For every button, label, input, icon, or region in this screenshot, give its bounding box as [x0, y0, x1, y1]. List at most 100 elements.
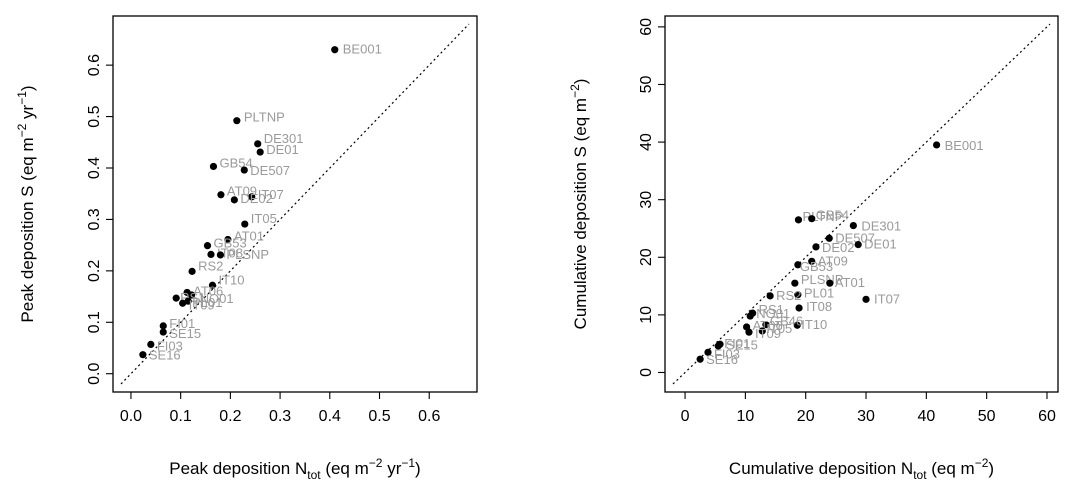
point-label-se15: SE15 [169, 326, 201, 341]
point-label-se16: SE16 [149, 348, 181, 363]
y-tick-label: 30 [638, 191, 655, 209]
point-label-fi03: FI03 [157, 338, 183, 353]
point-label-gb53: GB53 [800, 259, 833, 274]
point-label-de507: DE507 [250, 163, 290, 178]
data-point-de02 [812, 243, 820, 251]
point-label-de02: DE02 [822, 240, 855, 255]
data-point-se16 [139, 351, 147, 359]
point-label-at01: AT01 [234, 228, 264, 243]
point-label-gb46: GB46 [770, 314, 803, 329]
y-axis-label: Cumulative deposition S (eq m−2) [568, 79, 590, 330]
data-point-no01 [187, 291, 196, 299]
point-label-pl01: PL01 [192, 295, 222, 310]
data-point-plsnp [791, 279, 799, 287]
point-label-rs2: RS2 [198, 258, 223, 273]
data-point-gb53 [794, 261, 802, 269]
point-label-it07: IT07 [258, 187, 284, 202]
data-point-it08 [207, 250, 215, 258]
point-label-it10: IT10 [801, 317, 827, 332]
reference-line-1-to-1 [672, 23, 1051, 385]
point-label-rs2: RS2 [776, 288, 801, 303]
data-point-fi01 [159, 322, 167, 330]
data-point-de02 [230, 196, 238, 204]
point-label-de01: DE01 [266, 142, 299, 157]
data-point-be001 [932, 141, 941, 149]
data-point-plsnp [216, 251, 225, 259]
x-tick-label: 0 [681, 408, 690, 425]
y-tick-label: 10 [638, 306, 655, 324]
point-label-de02: DE02 [240, 191, 273, 206]
y-tick-label: 60 [638, 18, 655, 36]
data-point-se16 [696, 355, 704, 363]
data-point-it07 [862, 295, 870, 303]
point-label-de301: DE301 [861, 219, 901, 234]
x-tick-label: 0.2 [219, 408, 241, 425]
point-label-at06: AT06 [193, 283, 223, 298]
data-point-at01 [224, 235, 232, 244]
point-label-it09: IT09 [189, 297, 215, 312]
data-point-se15 [159, 328, 167, 336]
point-label-it10: IT10 [218, 272, 244, 287]
point-label-de01: DE01 [864, 237, 897, 252]
data-point-gb54 [209, 162, 218, 171]
data-point-gb53 [203, 242, 212, 250]
data-point-no01 [746, 312, 754, 320]
data-point-it09 [745, 328, 753, 336]
data-point-rs2 [766, 292, 774, 300]
x-tick-label: 0.3 [269, 408, 291, 425]
y-tick-label: 0.1 [86, 311, 103, 333]
point-label-fi01: FI01 [169, 316, 195, 331]
data-point-at09 [808, 257, 816, 265]
x-tick-label: 0.5 [368, 408, 390, 425]
data-point-de01 [256, 148, 264, 156]
x-tick-label: 20 [797, 408, 815, 425]
y-tick-label: 0 [638, 368, 655, 377]
data-point-de507 [825, 234, 833, 242]
point-label-it09: IT09 [755, 326, 781, 341]
x-tick-label: 40 [917, 408, 935, 425]
data-point-it08 [795, 304, 803, 312]
point-label-be001: BE001 [945, 138, 984, 153]
plot-frame [112, 15, 478, 393]
data-point-pl01 [794, 291, 802, 299]
data-point-it10 [208, 281, 217, 289]
point-label-no01: NO01 [756, 306, 790, 321]
x-axis-label: Cumulative deposition Ntot (eq m−2) [729, 456, 994, 482]
data-point-at01 [826, 279, 834, 287]
x-tick-label: 60 [1038, 408, 1056, 425]
data-point-gb46 [762, 321, 770, 329]
x-tick-label: 0.4 [319, 408, 341, 425]
point-label-it08: IT08 [806, 299, 832, 314]
point-label-se16: SE16 [706, 352, 738, 367]
data-point-at09 [217, 191, 225, 199]
point-label-be001: BE001 [343, 42, 382, 57]
point-label-gb53: GB53 [214, 236, 247, 251]
data-point-it05 [241, 220, 249, 228]
x-tick-label: 10 [736, 408, 754, 425]
point-label-at01: AT01 [835, 275, 865, 290]
point-label-gb54: GB54 [219, 155, 252, 170]
data-point-gb54 [808, 215, 816, 223]
point-label-plsnp: PLSNP [226, 247, 269, 262]
point-label-fi01: FI01 [724, 336, 750, 351]
point-label-se15: SE15 [726, 337, 758, 352]
x-tick-label: 50 [978, 408, 996, 425]
chart-panel-2: 0 10 20 30 40 50 60 0 10 20 30 40 50 60 Cumulative dep… [568, 15, 1059, 482]
data-point-be001 [331, 46, 339, 54]
data-point-de301 [254, 140, 262, 148]
data-point-pl01 [184, 297, 192, 305]
plot-frame [664, 15, 1059, 393]
point-label-it07: IT07 [874, 291, 900, 306]
point-label-rs1: RS1 [759, 302, 784, 317]
y-tick-label: 0.4 [86, 157, 103, 179]
point-label-pltnp: PLTNP [244, 110, 285, 125]
y-tick-label: 0.6 [86, 54, 103, 76]
data-point-de01 [854, 241, 862, 249]
y-tick-label: 50 [638, 75, 655, 93]
y-tick-label: 0.5 [86, 105, 103, 127]
data-point-rs2 [188, 267, 196, 275]
reference-line-1-to-1 [120, 23, 470, 385]
chart-panel-1: 0.0 0.1 0.2 0.3 0.4 0.5 0.6 0.0 0.1 0.2 0.3 0.4 0.5 0… [15, 15, 478, 482]
data-point-pltnp [794, 216, 803, 224]
